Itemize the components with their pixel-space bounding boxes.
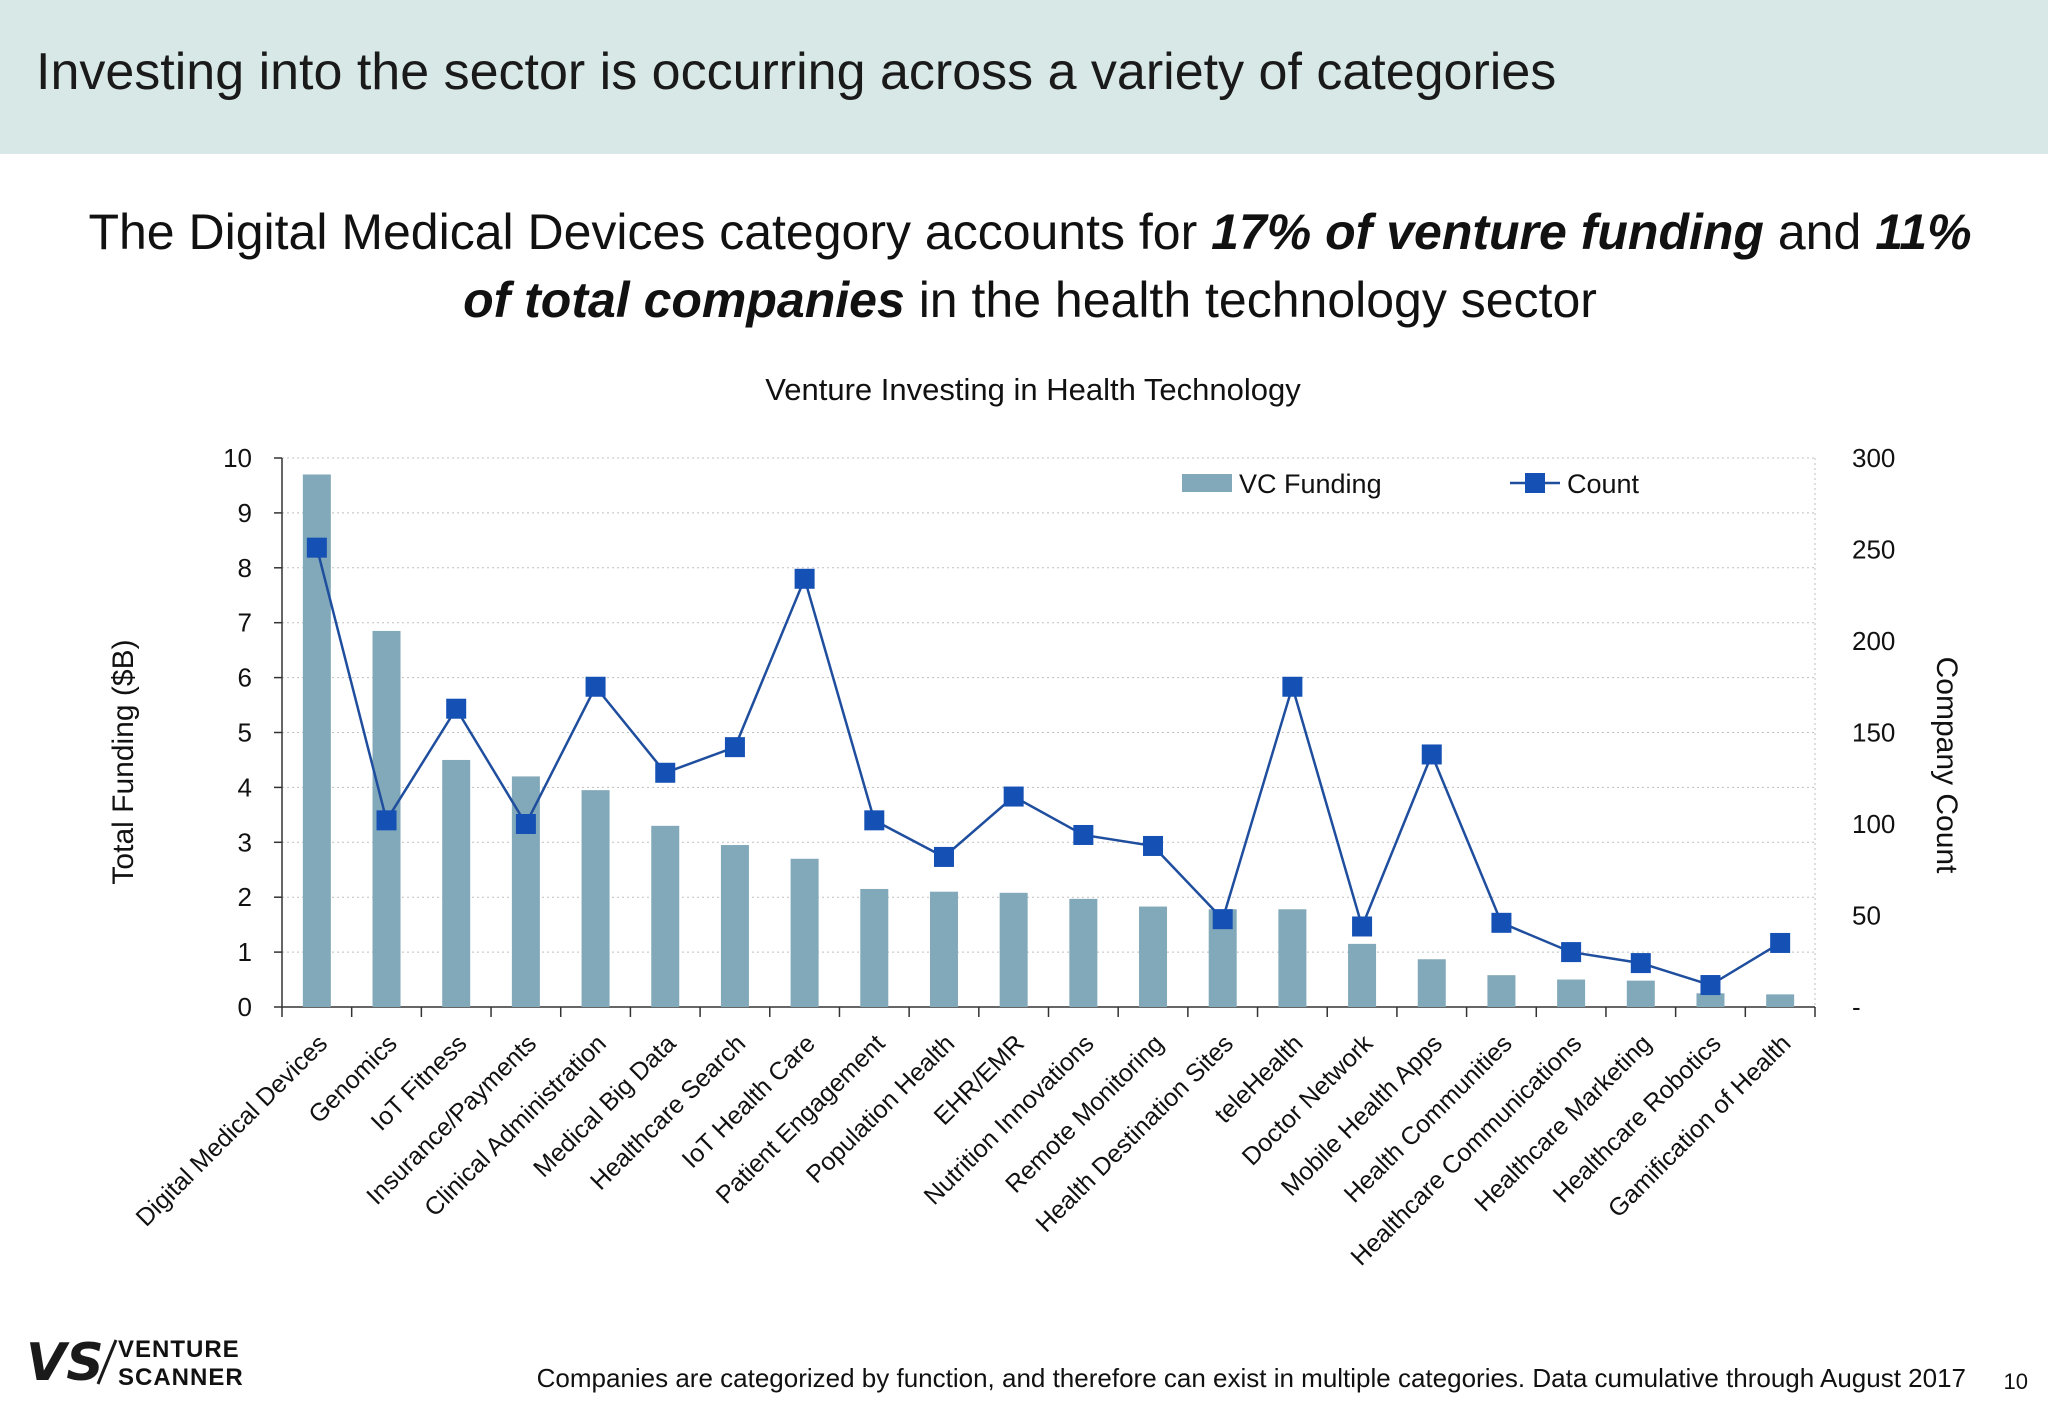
count-marker (1352, 916, 1373, 937)
legend-label-vc-funding: VC Funding (1239, 469, 1382, 499)
bar (1278, 909, 1307, 1007)
bar (511, 776, 540, 1007)
count-marker (1630, 953, 1651, 974)
x-tick-label: Digital Medical Devices (131, 1029, 334, 1232)
bar (790, 858, 819, 1007)
count-marker (1421, 744, 1442, 765)
bar (860, 888, 889, 1007)
chart-title: Venture Investing in Health Technology (765, 372, 1301, 407)
count-marker (306, 537, 327, 558)
y2-axis-title: Company Count (1930, 657, 1963, 874)
page-number: 10 (2003, 1369, 2028, 1394)
count-marker (655, 762, 676, 783)
headline-text-1: The Digital Medical Devices category acc… (88, 204, 1212, 260)
headline-emphasis-1: 17% of venture funding (1211, 204, 1764, 260)
bar (1626, 980, 1655, 1007)
bar (1069, 898, 1098, 1007)
header-band (0, 0, 2048, 154)
count-marker (1282, 676, 1303, 697)
y2-tick-label: 150 (1852, 718, 1895, 748)
y-tick-label: 5 (238, 718, 252, 748)
count-marker (1003, 786, 1024, 807)
logo-line-2: SCANNER (118, 1364, 244, 1391)
y2-tick-label: 200 (1852, 626, 1895, 656)
y-tick-label: 10 (223, 443, 252, 473)
bar (1487, 975, 1516, 1007)
count-line (315, 547, 1781, 987)
count-marker (864, 810, 885, 831)
y-axis-title: Total Funding ($B) (107, 639, 140, 884)
count-marker (1143, 835, 1164, 856)
bar (1557, 979, 1586, 1007)
y2-tick-label: 100 (1852, 809, 1895, 839)
page-title: Investing into the sector is occurring a… (36, 43, 1557, 101)
count-marker (724, 737, 745, 758)
y2-tick-label: 50 (1852, 901, 1881, 931)
chart: 0 1 2 3 4 5 6 7 8 9 10 - 50 100 150 200 250 300 Digital Me… (107, 372, 1963, 1271)
bar (302, 474, 331, 1008)
headline-emphasis-2: 11% of total companies (463, 204, 1972, 328)
logo-line-1: VENTURE (118, 1336, 240, 1363)
count-marker (794, 568, 815, 589)
count-marker (446, 698, 467, 719)
y-tick-label: 4 (238, 772, 252, 802)
count-marker (585, 676, 606, 697)
bar (442, 759, 471, 1007)
bar (1696, 993, 1725, 1007)
bar (1139, 906, 1168, 1007)
y-tick-label: 1 (238, 937, 252, 967)
legend-label-count: Count (1567, 469, 1640, 499)
y-tick-label: 7 (238, 608, 252, 638)
footnote: Companies are categorized by function, a… (536, 1363, 1966, 1393)
count-marker (1770, 932, 1791, 953)
count-marker (1212, 909, 1233, 930)
legend-swatch-vc-funding (1182, 474, 1232, 492)
headline-text-2: and (1763, 204, 1876, 260)
count-marker (933, 846, 954, 867)
bar (720, 845, 749, 1007)
headline: The Digital Medical Devices category acc… (60, 198, 2000, 334)
y-tick-label: 9 (238, 498, 252, 528)
headline-text-3: in the health technology sector (904, 272, 1597, 328)
count-marker (376, 810, 397, 831)
bar (651, 825, 680, 1007)
count-marker (1561, 942, 1582, 963)
bar (1417, 959, 1446, 1007)
y-tick-label: 2 (238, 882, 252, 912)
count-marker (1491, 912, 1512, 933)
venture-scanner-logo: VS VENTURE SCANNER (26, 1330, 266, 1393)
y-tick-label: 6 (238, 663, 252, 693)
y-tick-label: 3 (238, 827, 252, 857)
y2-tick-label: 250 (1852, 535, 1895, 565)
count-marker (1073, 824, 1094, 845)
y-tick-label: 8 (238, 553, 252, 583)
y2-tick-label: 300 (1852, 443, 1895, 473)
y-tick-label: 0 (238, 992, 252, 1022)
y2-tick-label: - (1852, 992, 1861, 1022)
count-marker (515, 814, 536, 834)
svg-text:VS: VS (26, 1333, 104, 1390)
bar (1766, 994, 1795, 1007)
bar (1348, 943, 1377, 1007)
bar (999, 892, 1028, 1007)
legend-marker-count (1525, 473, 1545, 493)
bar (929, 891, 958, 1007)
bar (581, 790, 610, 1007)
venture-scanner-logo-mark: VS (26, 1333, 118, 1393)
count-marker (1700, 975, 1721, 996)
